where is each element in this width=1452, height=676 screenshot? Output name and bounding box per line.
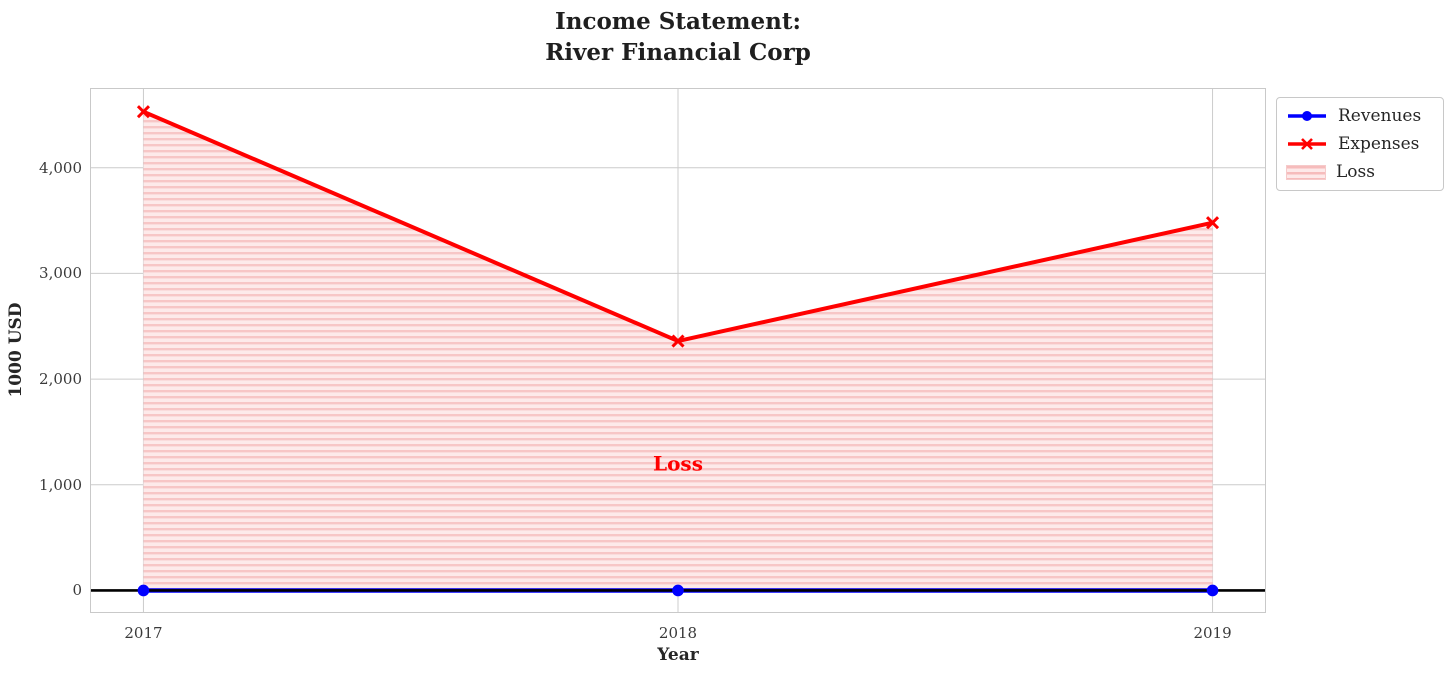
legend-label-revenues: Revenues xyxy=(1338,105,1421,127)
legend-item-revenues: Revenues xyxy=(1286,105,1433,127)
legend-item-expenses: Expenses xyxy=(1286,133,1433,155)
legend: Revenues Expenses Loss xyxy=(1276,97,1444,191)
expenses-line-marker-icon xyxy=(1286,135,1328,153)
x-tick-label: 2017 xyxy=(98,624,188,642)
x-tick-label: 2018 xyxy=(633,624,723,642)
y-tick-label: 3,000 xyxy=(6,264,82,282)
loss-annotation: Loss xyxy=(653,452,703,476)
revenues-circle-marker xyxy=(672,585,684,597)
x-tick-label: 2019 xyxy=(1168,624,1258,642)
legend-label-loss: Loss xyxy=(1336,161,1375,183)
legend-label-expenses: Expenses xyxy=(1338,133,1419,155)
revenues-circle-marker xyxy=(1207,585,1219,597)
chart-svg: Loss xyxy=(90,88,1266,613)
y-tick-label: 1,000 xyxy=(6,476,82,494)
y-tick-label: 2,000 xyxy=(6,370,82,388)
chart-title: Income Statement: River Financial Corp xyxy=(90,6,1266,68)
y-tick-label: 4,000 xyxy=(6,159,82,177)
plot-area: Loss xyxy=(90,88,1266,613)
revenues-circle-marker xyxy=(138,585,150,597)
revenues-line-marker-icon xyxy=(1286,107,1328,125)
legend-item-loss: Loss xyxy=(1286,161,1433,183)
y-tick-label: 0 xyxy=(6,581,82,599)
loss-hatch-swatch-icon xyxy=(1286,165,1326,180)
x-axis-label: Year xyxy=(90,645,1266,665)
income-statement-chart: Income Statement: River Financial Corp 1… xyxy=(0,0,1452,676)
